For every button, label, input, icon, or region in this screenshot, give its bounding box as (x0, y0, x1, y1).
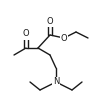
Text: N: N (53, 78, 59, 87)
Text: O: O (61, 33, 67, 42)
Text: O: O (23, 30, 29, 39)
Text: O: O (47, 17, 53, 26)
